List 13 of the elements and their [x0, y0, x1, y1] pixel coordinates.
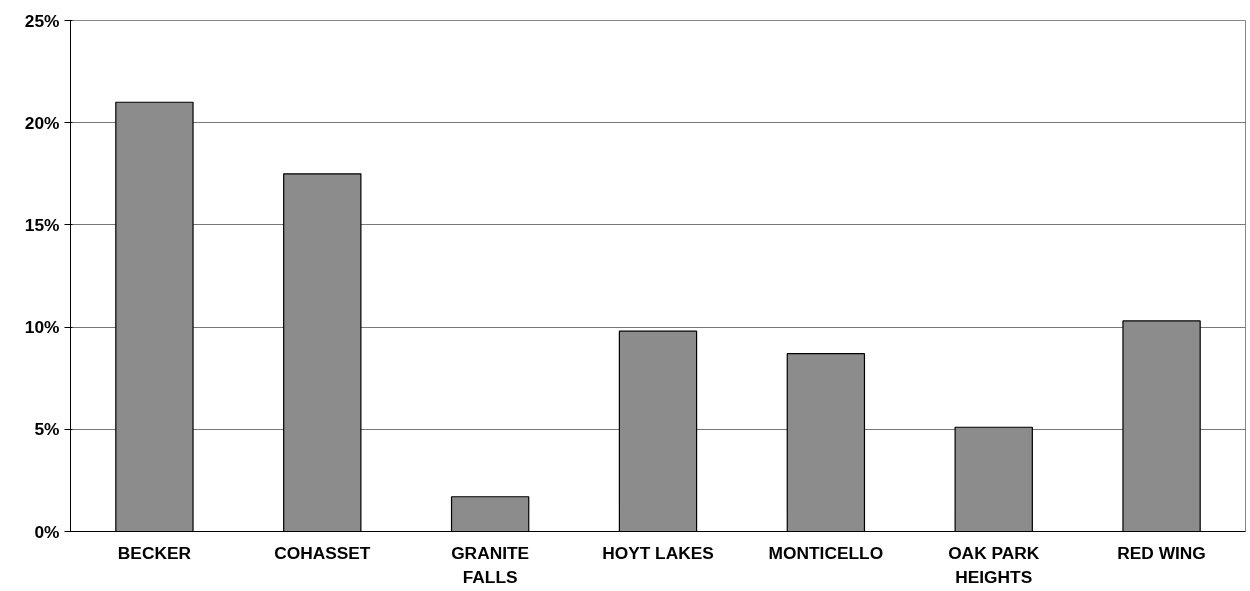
y-tick-label: 5% — [34, 419, 60, 440]
y-tick-label: 25% — [24, 10, 60, 31]
x-tick-label: GRANITE FALLS — [451, 542, 530, 587]
y-tick-label: 0% — [34, 521, 60, 542]
x-tick-label: RED WING — [1117, 542, 1206, 563]
y-tick-label: 15% — [24, 214, 60, 235]
x-tick-label: BECKER — [117, 542, 192, 563]
y-tick-label: 10% — [24, 317, 60, 338]
x-tick-label: MONTICELLO — [768, 542, 884, 563]
x-tick-label: HOYT LAKES — [602, 542, 714, 563]
y-tick-label: 20% — [24, 112, 60, 133]
x-tick-label: OAK PARK HEIGHTS — [948, 542, 1040, 587]
x-tick-label: COHASSET — [274, 542, 371, 563]
